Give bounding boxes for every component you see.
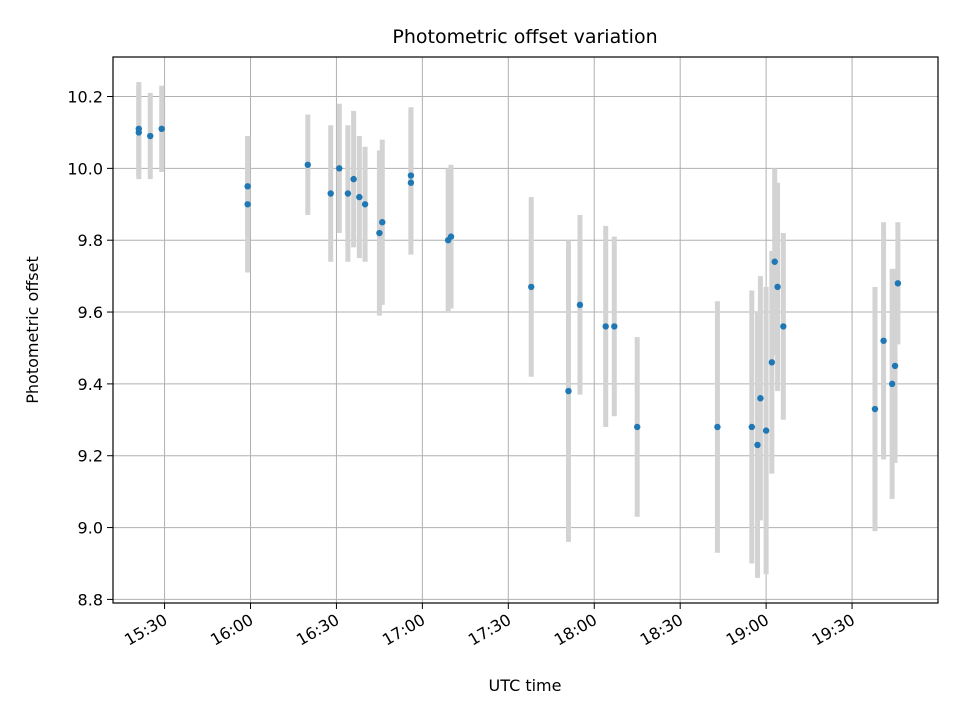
data-point	[780, 323, 787, 330]
data-point	[158, 125, 165, 133]
data-point	[576, 301, 584, 309]
data-point	[748, 423, 756, 431]
data-point	[634, 423, 641, 431]
data-point	[611, 323, 618, 330]
data-point	[880, 337, 887, 344]
data-point	[350, 175, 357, 183]
y-tick-label: 9.6	[78, 303, 103, 322]
data-point	[407, 172, 415, 179]
data-point	[771, 258, 778, 265]
data-points	[135, 125, 902, 449]
data-point	[894, 280, 902, 287]
data-point	[344, 190, 352, 197]
data-point	[361, 201, 369, 208]
data-point	[447, 233, 455, 240]
data-point	[891, 362, 899, 370]
y-tick-label: 9.2	[78, 447, 103, 466]
data-point	[871, 405, 879, 413]
y-axis-label: Photometric offset	[23, 256, 42, 404]
data-point	[379, 219, 386, 226]
data-point	[147, 132, 154, 140]
y-tick-label: 10.0	[67, 159, 103, 178]
data-point	[602, 323, 609, 330]
data-point	[762, 427, 770, 434]
y-tick-label: 9.0	[78, 519, 103, 538]
chart-title: Photometric offset variation	[392, 26, 657, 48]
x-axis-label: UTC time	[489, 676, 562, 695]
data-point	[407, 179, 415, 186]
data-point	[327, 190, 334, 197]
data-point	[714, 423, 721, 431]
data-point	[768, 359, 776, 366]
data-point	[754, 441, 761, 449]
data-point	[774, 283, 781, 291]
data-point	[244, 201, 251, 208]
data-point	[888, 380, 896, 388]
data-point	[356, 193, 363, 201]
data-point	[336, 165, 343, 172]
y-tick-label: 10.2	[67, 88, 103, 107]
data-point	[135, 125, 142, 133]
data-point	[565, 387, 572, 395]
grid	[113, 57, 938, 603]
plot-frame	[112, 56, 939, 604]
data-point	[244, 183, 251, 190]
data-point	[304, 161, 311, 168]
data-point	[757, 395, 764, 402]
y-tick-label: 9.8	[78, 231, 103, 250]
y-axis: 8.8 9.0 9.2 9.4 9.6 9.8 10.0 10.2	[67, 88, 113, 609]
data-point	[528, 283, 535, 291]
y-tick-label: 9.4	[78, 375, 103, 394]
y-tick-label: 8.8	[78, 590, 103, 609]
data-point	[376, 229, 383, 237]
